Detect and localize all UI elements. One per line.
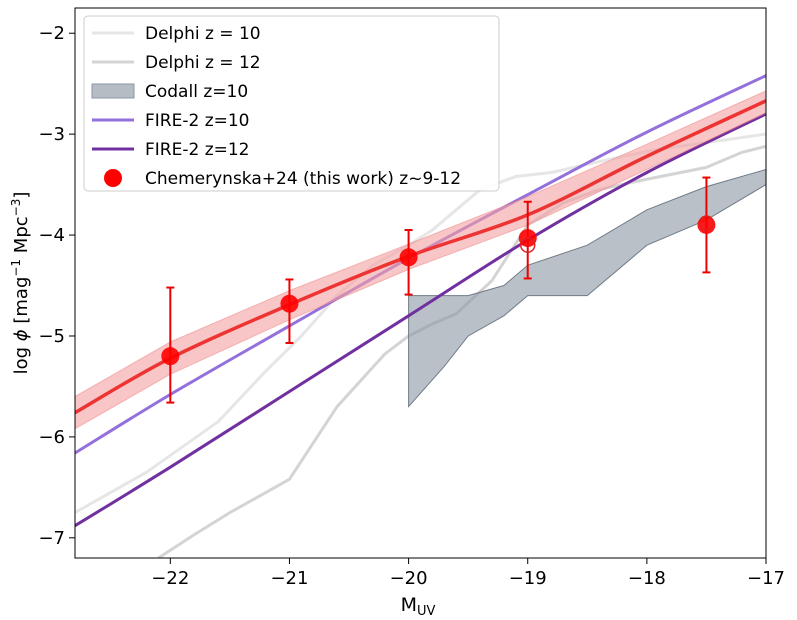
fit-uncertainty-band: [75, 90, 766, 430]
y-tick-label: −5: [38, 326, 65, 347]
data-point: [399, 248, 418, 267]
data-point: [161, 347, 180, 366]
x-tick-label: −20: [390, 568, 428, 589]
y-tick-label: −4: [38, 225, 65, 246]
legend-box: [83, 15, 500, 192]
data-points-layer: [161, 176, 716, 404]
band-codall-z-10: [408, 168, 766, 408]
y-tick-label: −2: [38, 23, 65, 44]
legend-label-fire-2-z-12: FIRE-2 z=12: [145, 140, 250, 160]
y-tick-label: −7: [38, 528, 65, 549]
x-tick-label: −18: [628, 568, 666, 589]
open-data-point: [698, 215, 715, 231]
legend-label-delphi-z-12: Delphi z = 12: [145, 53, 261, 73]
y-tick-label: −3: [38, 124, 65, 145]
legend: Delphi z = 10 Delphi z = 12 Codall z=10 FIR…: [83, 15, 500, 192]
legend-label-delphi-z-10: Delphi z = 10: [145, 24, 261, 44]
x-axis: −22 −21 −20 −19 −18 −17: [151, 558, 785, 589]
open-data-point: [519, 237, 536, 253]
plot-frame: [74, 7, 767, 559]
series-fire-2-z-12: [75, 112, 766, 527]
y-axis-label: log ϕ [mag−1 Mpc−3]: [9, 192, 32, 375]
data-point: [697, 215, 716, 234]
x-tick-label: −21: [270, 568, 308, 589]
legend-label-codall-z-10: Codall z=10: [145, 82, 248, 102]
x-axis-label: MUV: [401, 594, 436, 619]
legend-label-chemerynska-24-this-work-z-9-12: Chemerynska+24 (this work) z~9-12: [145, 169, 461, 189]
y-tick-label: −6: [38, 427, 65, 448]
legend-swatch-chemerynska-24-this-work-z-9-12: [104, 169, 122, 187]
y-axis: −7 −6 −5 −4 −3 −2: [38, 23, 75, 549]
data-point: [280, 294, 299, 313]
x-tick-label: −19: [509, 568, 547, 589]
x-tick-label: −17: [747, 568, 785, 589]
x-tick-label: −22: [151, 568, 189, 589]
legend-swatch-codall-z-10: [91, 83, 135, 99]
legend-label-fire-2-z-10: FIRE-2 z=10: [145, 111, 250, 131]
